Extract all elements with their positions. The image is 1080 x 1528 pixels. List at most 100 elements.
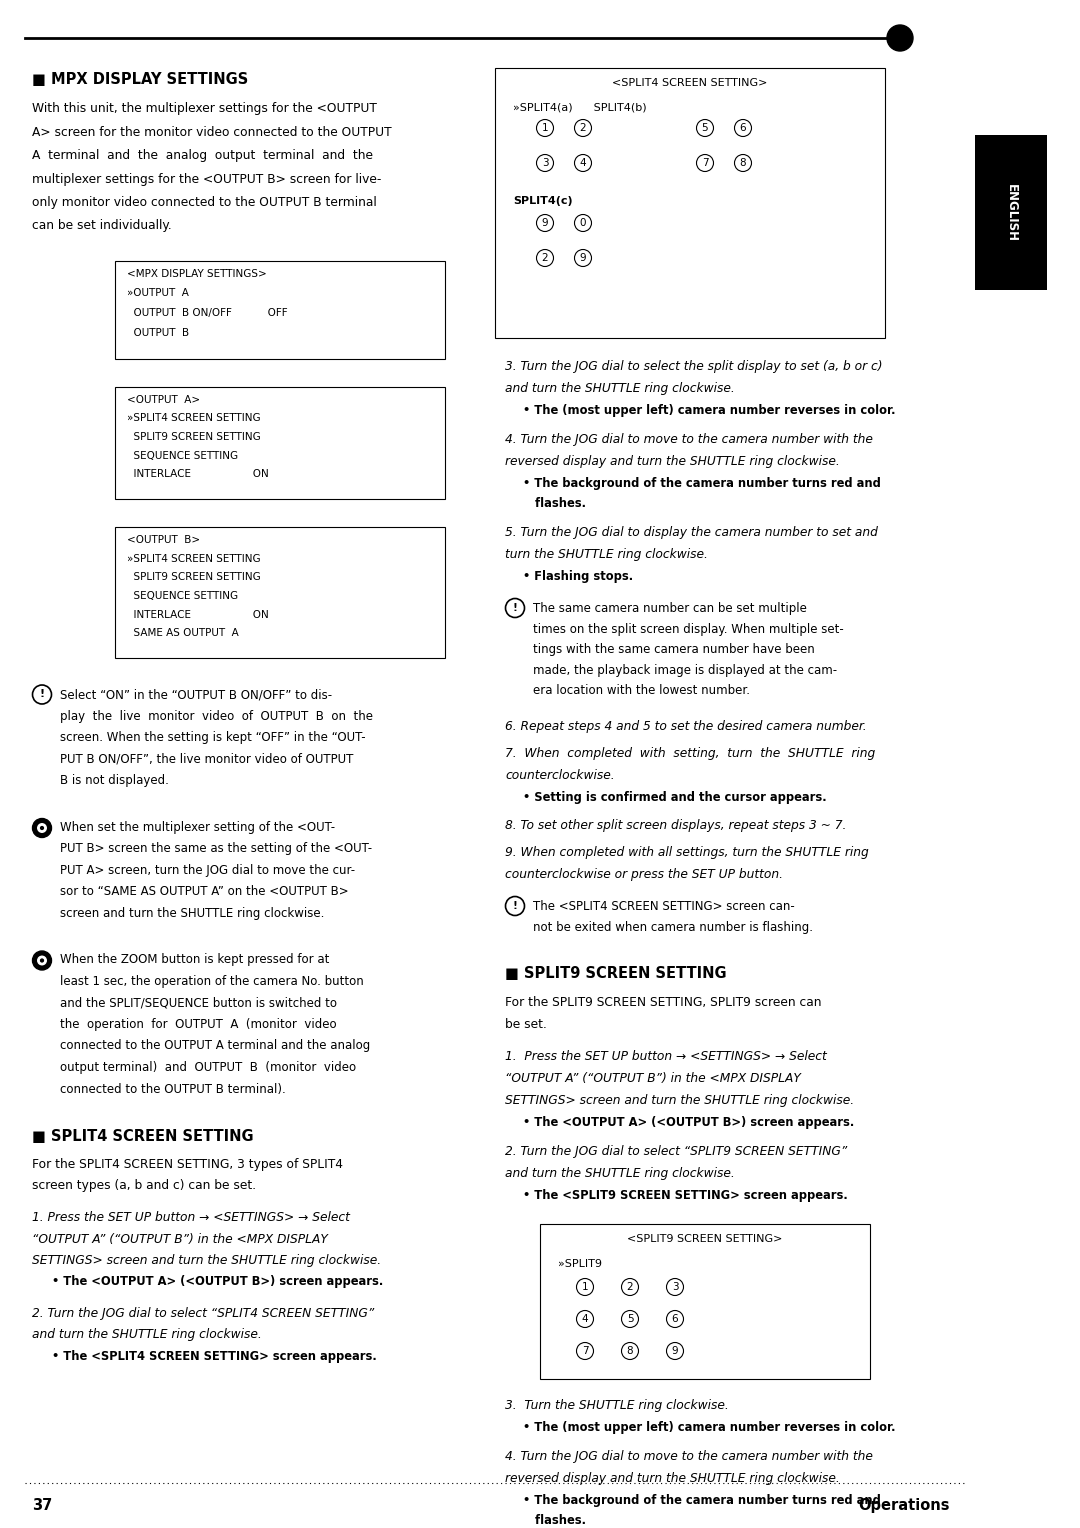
Text: sor to “SAME AS OUTPUT A” on the <OUTPUT B>: sor to “SAME AS OUTPUT A” on the <OUTPUT… bbox=[60, 886, 349, 898]
Text: can be set individually.: can be set individually. bbox=[32, 220, 172, 232]
Text: made, the playback image is displayed at the cam-: made, the playback image is displayed at… bbox=[534, 663, 837, 677]
Text: »SPLIT4 SCREEN SETTING: »SPLIT4 SCREEN SETTING bbox=[127, 414, 260, 423]
Text: !: ! bbox=[40, 689, 44, 700]
Text: be set.: be set. bbox=[505, 1018, 546, 1031]
Text: 6. Repeat steps 4 and 5 to set the desired camera number.: 6. Repeat steps 4 and 5 to set the desir… bbox=[505, 720, 866, 732]
Text: 2. Turn the JOG dial to select “SPLIT4 SCREEN SETTING”: 2. Turn the JOG dial to select “SPLIT4 S… bbox=[32, 1306, 375, 1320]
Text: !: ! bbox=[513, 604, 517, 613]
Text: 9: 9 bbox=[672, 1346, 678, 1355]
Text: and turn the SHUTTLE ring clockwise.: and turn the SHUTTLE ring clockwise. bbox=[505, 382, 734, 396]
Text: 1: 1 bbox=[582, 1282, 589, 1293]
Text: • The (most upper left) camera number reverses in color.: • The (most upper left) camera number re… bbox=[523, 1421, 895, 1433]
Text: • The <OUTPUT A> (<OUTPUT B>) screen appears.: • The <OUTPUT A> (<OUTPUT B>) screen app… bbox=[523, 1115, 854, 1129]
Text: 5: 5 bbox=[626, 1314, 633, 1323]
Text: 9: 9 bbox=[542, 219, 549, 228]
Bar bbox=[540, 1224, 870, 1378]
Text: Select “ON” in the “OUTPUT B ON/OFF” to dis-: Select “ON” in the “OUTPUT B ON/OFF” to … bbox=[60, 689, 333, 701]
Text: »SPLIT4(a)      SPLIT4(b): »SPLIT4(a) SPLIT4(b) bbox=[513, 102, 647, 113]
Text: PUT A> screen, turn the JOG dial to move the cur-: PUT A> screen, turn the JOG dial to move… bbox=[60, 863, 355, 877]
Text: • The (most upper left) camera number reverses in color.: • The (most upper left) camera number re… bbox=[523, 403, 895, 417]
Text: output terminal)  and  OUTPUT  B  (monitor  video: output terminal) and OUTPUT B (monitor v… bbox=[60, 1060, 356, 1074]
Text: OUTPUT  B: OUTPUT B bbox=[127, 327, 189, 338]
Text: PUT B ON/OFF”, the live monitor video of OUTPUT: PUT B ON/OFF”, the live monitor video of… bbox=[60, 753, 353, 766]
Text: SETTINGS> screen and turn the SHUTTLE ring clockwise.: SETTINGS> screen and turn the SHUTTLE ri… bbox=[32, 1254, 381, 1267]
Text: <OUTPUT  A>: <OUTPUT A> bbox=[127, 396, 200, 405]
Circle shape bbox=[32, 950, 52, 970]
Text: 8: 8 bbox=[626, 1346, 633, 1355]
Text: 4: 4 bbox=[580, 157, 586, 168]
Circle shape bbox=[41, 827, 43, 830]
Text: 1: 1 bbox=[542, 122, 549, 133]
Text: For the SPLIT9 SCREEN SETTING, SPLIT9 screen can: For the SPLIT9 SCREEN SETTING, SPLIT9 sc… bbox=[505, 996, 822, 1008]
Text: INTERLACE                   ON: INTERLACE ON bbox=[127, 469, 269, 478]
Text: ■ MPX DISPLAY SETTINGS: ■ MPX DISPLAY SETTINGS bbox=[32, 72, 248, 87]
Circle shape bbox=[38, 957, 46, 964]
Text: connected to the OUTPUT A terminal and the analog: connected to the OUTPUT A terminal and t… bbox=[60, 1039, 370, 1053]
Text: »OUTPUT  A: »OUTPUT A bbox=[127, 289, 189, 298]
Text: 9: 9 bbox=[580, 254, 586, 263]
Text: • Setting is confirmed and the cursor appears.: • Setting is confirmed and the cursor ap… bbox=[523, 790, 826, 804]
Text: multiplexer settings for the <OUTPUT B> screen for live-: multiplexer settings for the <OUTPUT B> … bbox=[32, 173, 381, 185]
Text: 5: 5 bbox=[702, 122, 708, 133]
Text: • The <SPLIT9 SCREEN SETTING> screen appears.: • The <SPLIT9 SCREEN SETTING> screen app… bbox=[523, 1189, 848, 1201]
Text: 5. Turn the JOG dial to display the camera number to set and: 5. Turn the JOG dial to display the came… bbox=[505, 526, 878, 538]
Text: The <SPLIT4 SCREEN SETTING> screen can-: The <SPLIT4 SCREEN SETTING> screen can- bbox=[534, 900, 795, 914]
Text: 2: 2 bbox=[580, 122, 586, 133]
Text: reversed display and turn the SHUTTLE ring clockwise.: reversed display and turn the SHUTTLE ri… bbox=[505, 454, 840, 468]
Bar bbox=[114, 527, 445, 659]
Text: counterclockwise.: counterclockwise. bbox=[505, 769, 615, 781]
Text: and turn the SHUTTLE ring clockwise.: and turn the SHUTTLE ring clockwise. bbox=[505, 1166, 734, 1180]
Text: Operations: Operations bbox=[859, 1497, 950, 1513]
Text: 8: 8 bbox=[740, 157, 746, 168]
Text: least 1 sec, the operation of the camera No. button: least 1 sec, the operation of the camera… bbox=[60, 975, 364, 989]
Text: ENGLISH: ENGLISH bbox=[1004, 183, 1017, 241]
Text: <SPLIT4 SCREEN SETTING>: <SPLIT4 SCREEN SETTING> bbox=[612, 78, 768, 89]
Text: 4: 4 bbox=[582, 1314, 589, 1323]
Text: A> screen for the monitor video connected to the OUTPUT: A> screen for the monitor video connecte… bbox=[32, 125, 392, 139]
Text: When set the multiplexer setting of the <OUT-: When set the multiplexer setting of the … bbox=[60, 821, 335, 834]
Text: 3: 3 bbox=[672, 1282, 678, 1293]
Circle shape bbox=[38, 824, 46, 833]
Text: 37: 37 bbox=[32, 1497, 52, 1513]
Text: SEQUENCE SETTING: SEQUENCE SETTING bbox=[127, 591, 238, 601]
Text: and turn the SHUTTLE ring clockwise.: and turn the SHUTTLE ring clockwise. bbox=[32, 1328, 261, 1342]
Text: »SPLIT9: »SPLIT9 bbox=[558, 1259, 602, 1268]
Text: 9. When completed with all settings, turn the SHUTTLE ring: 9. When completed with all settings, tur… bbox=[505, 847, 868, 859]
Text: • Flashing stops.: • Flashing stops. bbox=[523, 570, 633, 582]
Text: screen and turn the SHUTTLE ring clockwise.: screen and turn the SHUTTLE ring clockwi… bbox=[60, 908, 324, 920]
Text: • The background of the camera number turns red and: • The background of the camera number tu… bbox=[523, 477, 881, 489]
Bar bbox=[114, 387, 445, 500]
Text: times on the split screen display. When multiple set-: times on the split screen display. When … bbox=[534, 622, 843, 636]
Text: “OUTPUT A” (“OUTPUT B”) in the <MPX DISPLAY: “OUTPUT A” (“OUTPUT B”) in the <MPX DISP… bbox=[505, 1073, 801, 1085]
Text: 2: 2 bbox=[542, 254, 549, 263]
Text: play  the  live  monitor  video  of  OUTPUT  B  on  the: play the live monitor video of OUTPUT B … bbox=[60, 711, 373, 723]
Text: SAME AS OUTPUT  A: SAME AS OUTPUT A bbox=[127, 628, 239, 639]
Text: 6: 6 bbox=[672, 1314, 678, 1323]
Text: ■ SPLIT9 SCREEN SETTING: ■ SPLIT9 SCREEN SETTING bbox=[505, 966, 727, 981]
Text: screen types (a, b and c) can be set.: screen types (a, b and c) can be set. bbox=[32, 1180, 256, 1192]
Text: 8. To set other split screen displays, repeat steps 3 ~ 7.: 8. To set other split screen displays, r… bbox=[505, 819, 847, 833]
Text: 7.  When  completed  with  setting,  turn  the  SHUTTLE  ring: 7. When completed with setting, turn the… bbox=[505, 747, 875, 759]
Text: and the SPLIT/SEQUENCE button is switched to: and the SPLIT/SEQUENCE button is switche… bbox=[60, 996, 337, 1010]
Text: The same camera number can be set multiple: The same camera number can be set multip… bbox=[534, 602, 807, 614]
Text: With this unit, the multiplexer settings for the <OUTPUT: With this unit, the multiplexer settings… bbox=[32, 102, 377, 115]
Text: <OUTPUT  B>: <OUTPUT B> bbox=[127, 535, 200, 545]
Text: 3.  Turn the SHUTTLE ring clockwise.: 3. Turn the SHUTTLE ring clockwise. bbox=[505, 1400, 729, 1412]
Circle shape bbox=[41, 960, 43, 963]
Text: tings with the same camera number have been: tings with the same camera number have b… bbox=[534, 643, 814, 656]
Bar bbox=[975, 134, 1047, 290]
Text: only monitor video connected to the OUTPUT B terminal: only monitor video connected to the OUTP… bbox=[32, 196, 377, 209]
Text: A  terminal  and  the  analog  output  terminal  and  the: A terminal and the analog output termina… bbox=[32, 150, 373, 162]
Text: »SPLIT4 SCREEN SETTING: »SPLIT4 SCREEN SETTING bbox=[127, 555, 260, 564]
Text: screen. When the setting is kept “OFF” in the “OUT-: screen. When the setting is kept “OFF” i… bbox=[60, 732, 366, 744]
Text: 0: 0 bbox=[580, 219, 586, 228]
Text: When the ZOOM button is kept pressed for at: When the ZOOM button is kept pressed for… bbox=[60, 953, 329, 967]
Text: 3: 3 bbox=[542, 157, 549, 168]
Text: ■ SPLIT4 SCREEN SETTING: ■ SPLIT4 SCREEN SETTING bbox=[32, 1129, 254, 1144]
Text: • The background of the camera number turns red and: • The background of the camera number tu… bbox=[523, 1493, 881, 1507]
Text: <SPLIT9 SCREEN SETTING>: <SPLIT9 SCREEN SETTING> bbox=[627, 1235, 783, 1244]
Text: flashes.: flashes. bbox=[523, 497, 586, 510]
Text: 2. Turn the JOG dial to select “SPLIT9 SCREEN SETTING”: 2. Turn the JOG dial to select “SPLIT9 S… bbox=[505, 1144, 847, 1158]
Text: 1.  Press the SET UP button → <SETTINGS> → Select: 1. Press the SET UP button → <SETTINGS> … bbox=[505, 1050, 827, 1063]
Text: SPLIT9 SCREEN SETTING: SPLIT9 SCREEN SETTING bbox=[127, 573, 260, 582]
